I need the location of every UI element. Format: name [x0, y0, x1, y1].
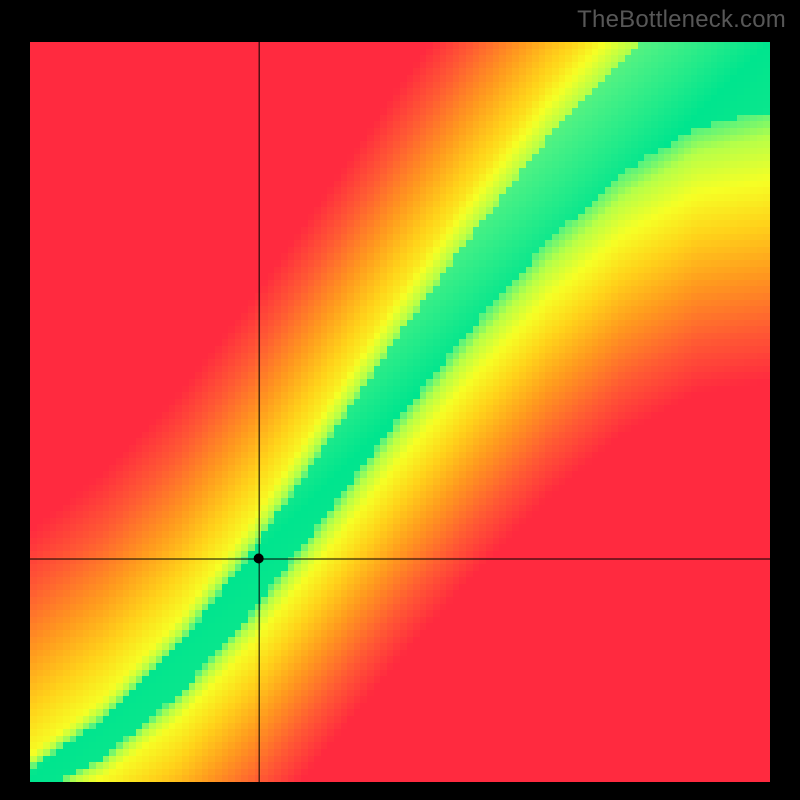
chart-stage: TheBottleneck.com	[0, 0, 800, 800]
watermark-text: TheBottleneck.com	[577, 6, 786, 34]
plot-area	[30, 42, 770, 782]
bottleneck-heatmap	[30, 42, 770, 782]
